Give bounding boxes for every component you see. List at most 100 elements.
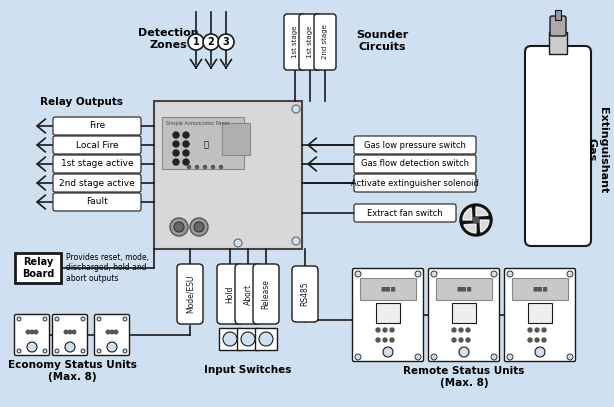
Circle shape bbox=[72, 330, 76, 334]
Circle shape bbox=[81, 317, 85, 321]
Circle shape bbox=[17, 317, 21, 321]
Circle shape bbox=[183, 150, 189, 156]
Circle shape bbox=[114, 330, 118, 334]
Circle shape bbox=[459, 338, 463, 342]
Circle shape bbox=[259, 332, 273, 346]
FancyBboxPatch shape bbox=[354, 174, 476, 192]
FancyBboxPatch shape bbox=[354, 136, 476, 154]
Circle shape bbox=[188, 34, 204, 50]
FancyBboxPatch shape bbox=[217, 264, 243, 324]
FancyBboxPatch shape bbox=[53, 193, 141, 211]
Text: 1: 1 bbox=[193, 37, 200, 47]
Text: Fire: Fire bbox=[89, 122, 105, 131]
Circle shape bbox=[459, 347, 469, 357]
Circle shape bbox=[97, 349, 101, 353]
Circle shape bbox=[218, 34, 234, 50]
FancyBboxPatch shape bbox=[360, 278, 416, 300]
FancyBboxPatch shape bbox=[53, 174, 141, 192]
FancyBboxPatch shape bbox=[222, 123, 250, 155]
Circle shape bbox=[390, 338, 394, 342]
Circle shape bbox=[81, 349, 85, 353]
Circle shape bbox=[567, 354, 573, 360]
FancyBboxPatch shape bbox=[452, 303, 476, 323]
Text: Gas low pressure switch: Gas low pressure switch bbox=[364, 140, 466, 149]
Circle shape bbox=[292, 105, 300, 113]
Text: 2: 2 bbox=[208, 37, 214, 47]
Circle shape bbox=[64, 330, 68, 334]
Bar bbox=[555, 10, 561, 20]
Circle shape bbox=[459, 328, 463, 332]
Circle shape bbox=[383, 347, 393, 357]
FancyBboxPatch shape bbox=[429, 269, 500, 361]
Text: Detection
Zones: Detection Zones bbox=[138, 28, 198, 50]
Text: Input Switches: Input Switches bbox=[204, 365, 292, 375]
Circle shape bbox=[376, 338, 380, 342]
Circle shape bbox=[223, 332, 237, 346]
FancyBboxPatch shape bbox=[284, 14, 306, 70]
Circle shape bbox=[194, 222, 204, 232]
Bar bbox=[549, 32, 567, 54]
Circle shape bbox=[507, 354, 513, 360]
Circle shape bbox=[528, 328, 532, 332]
FancyBboxPatch shape bbox=[53, 315, 88, 355]
Text: Release: Release bbox=[262, 279, 271, 309]
Circle shape bbox=[528, 338, 532, 342]
FancyBboxPatch shape bbox=[219, 328, 241, 350]
Circle shape bbox=[97, 317, 101, 321]
Circle shape bbox=[203, 34, 219, 50]
Circle shape bbox=[535, 338, 539, 342]
FancyBboxPatch shape bbox=[550, 16, 566, 36]
Circle shape bbox=[491, 271, 497, 277]
FancyBboxPatch shape bbox=[505, 269, 575, 361]
Text: ■■■: ■■■ bbox=[380, 287, 396, 291]
Circle shape bbox=[110, 330, 114, 334]
Text: Economy Status Units
(Max. 8): Economy Status Units (Max. 8) bbox=[7, 360, 136, 382]
Circle shape bbox=[355, 271, 361, 277]
FancyBboxPatch shape bbox=[237, 328, 259, 350]
Text: Extinguishant
Gas: Extinguishant Gas bbox=[586, 107, 608, 193]
Text: 3: 3 bbox=[223, 37, 230, 47]
Circle shape bbox=[107, 342, 117, 352]
FancyBboxPatch shape bbox=[299, 14, 321, 70]
FancyBboxPatch shape bbox=[162, 117, 244, 169]
Circle shape bbox=[466, 338, 470, 342]
Circle shape bbox=[173, 132, 179, 138]
Circle shape bbox=[173, 159, 179, 165]
Circle shape bbox=[43, 317, 47, 321]
FancyBboxPatch shape bbox=[53, 155, 141, 173]
Circle shape bbox=[183, 132, 189, 138]
Text: Relay
Board: Relay Board bbox=[22, 257, 54, 279]
Circle shape bbox=[376, 328, 380, 332]
Circle shape bbox=[190, 218, 208, 236]
Circle shape bbox=[491, 354, 497, 360]
Circle shape bbox=[473, 217, 479, 223]
Text: Local Fire: Local Fire bbox=[76, 140, 119, 149]
Circle shape bbox=[195, 166, 198, 168]
Circle shape bbox=[567, 271, 573, 277]
Circle shape bbox=[542, 328, 546, 332]
Circle shape bbox=[55, 317, 59, 321]
Circle shape bbox=[173, 150, 179, 156]
Circle shape bbox=[535, 328, 539, 332]
Circle shape bbox=[355, 354, 361, 360]
FancyBboxPatch shape bbox=[354, 155, 476, 173]
Circle shape bbox=[452, 338, 456, 342]
Circle shape bbox=[241, 332, 255, 346]
FancyBboxPatch shape bbox=[512, 278, 568, 300]
FancyBboxPatch shape bbox=[525, 46, 591, 246]
Circle shape bbox=[211, 166, 214, 168]
Text: Sounder
Circuits: Sounder Circuits bbox=[356, 30, 408, 52]
Text: 1st stage active: 1st stage active bbox=[61, 160, 133, 168]
Circle shape bbox=[383, 338, 387, 342]
Polygon shape bbox=[476, 207, 488, 216]
Circle shape bbox=[431, 271, 437, 277]
Circle shape bbox=[415, 354, 421, 360]
FancyBboxPatch shape bbox=[15, 315, 50, 355]
FancyBboxPatch shape bbox=[354, 204, 456, 222]
Circle shape bbox=[390, 328, 394, 332]
Circle shape bbox=[173, 141, 179, 147]
FancyBboxPatch shape bbox=[53, 136, 141, 154]
FancyBboxPatch shape bbox=[15, 253, 61, 283]
FancyBboxPatch shape bbox=[352, 269, 424, 361]
Circle shape bbox=[466, 328, 470, 332]
